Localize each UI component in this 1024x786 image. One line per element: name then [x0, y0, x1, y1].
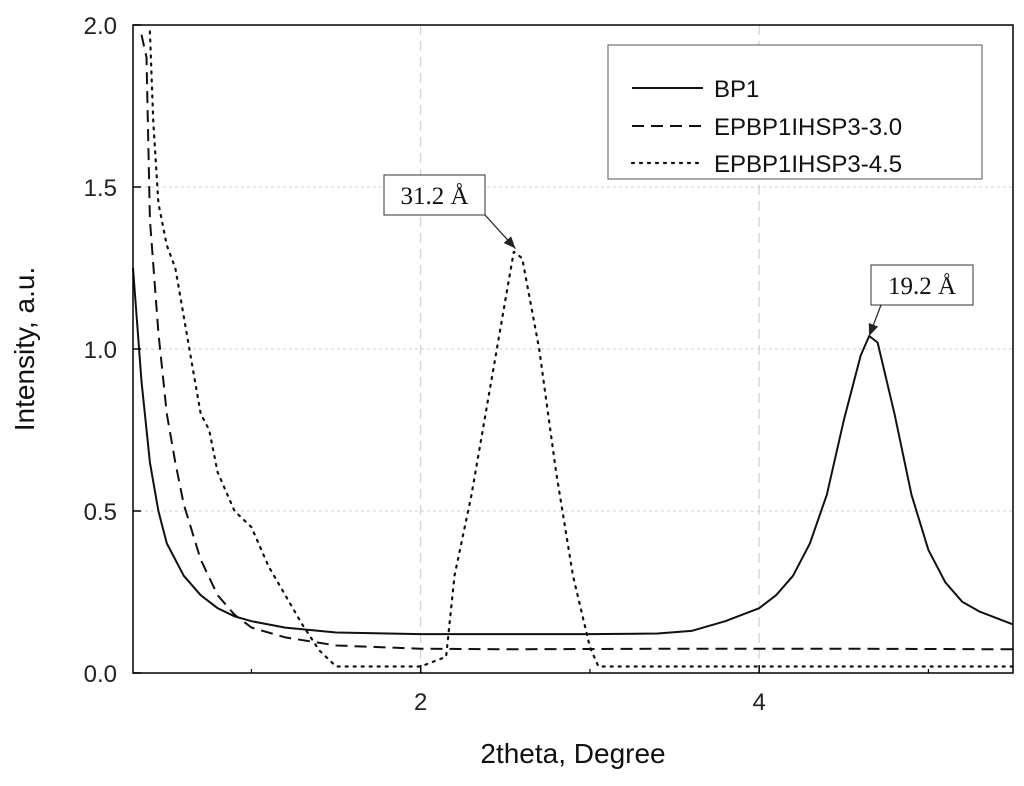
y-axis-label: Intensity, a.u.	[9, 267, 40, 431]
annotation-label: 31.2 Å	[400, 183, 468, 210]
annotation-box	[870, 264, 974, 306]
legend-label-epbp1ihsp3-3-0: EPBP1IHSP3-3.0	[714, 114, 902, 141]
annotation-19-2: 19.2 Å	[868, 264, 974, 337]
series-line-epbp1ihsp3-4-5	[148, 30, 1015, 668]
tick-labels: 2 4 0.0 0.5 1.0 1.5 2.0	[84, 13, 766, 716]
series-layer	[132, 30, 1015, 668]
legend: BP1 EPBP1IHSP3-3.0 EPBP1IHSP3-4.5	[607, 44, 983, 180]
tick-marks	[133, 24, 929, 674]
y-tick-label: 1.5	[84, 175, 117, 202]
legend-box	[607, 44, 983, 180]
legend-label-bp1: BP1	[714, 76, 759, 103]
y-tick-label: 1.0	[84, 337, 117, 364]
annotation-31-2: 31.2 Å	[383, 174, 516, 249]
annotation-label: 19.2 Å	[888, 273, 956, 300]
annotation-arrowhead	[503, 236, 516, 249]
x-tick-label: 4	[752, 689, 765, 716]
annotations: 31.2 Å 19.2 Å	[383, 174, 974, 337]
y-tick-label: 2.0	[84, 13, 117, 40]
annotation-arrowhead	[868, 323, 879, 337]
legend-label-epbp1ihsp3-4-5: EPBP1IHSP3-4.5	[714, 151, 902, 178]
y-tick-label: 0.5	[84, 499, 117, 526]
series-line-bp1	[132, 267, 1014, 636]
series-line-epbp1ihsp3-3-0	[140, 34, 1014, 651]
y-tick-label: 0.0	[84, 661, 117, 688]
gridlines	[133, 25, 1013, 673]
annotation-box	[383, 174, 486, 216]
x-axis-label: 2theta, Degree	[480, 738, 665, 769]
x-tick-label: 2	[414, 689, 427, 716]
